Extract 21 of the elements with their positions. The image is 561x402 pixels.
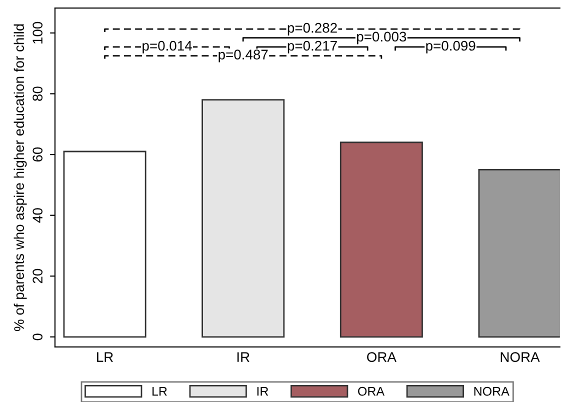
y-tick-label: 100 bbox=[32, 22, 43, 44]
legend-label: LR bbox=[152, 387, 167, 396]
x-tick-label: LR bbox=[97, 352, 114, 362]
annotation: p=0.099 bbox=[426, 40, 476, 54]
legend-label: ORA bbox=[358, 386, 385, 396]
y-tick-label: 40 bbox=[32, 208, 43, 223]
x-tick-label: IR bbox=[237, 352, 250, 362]
annotation: p=0.217 bbox=[288, 40, 337, 54]
y-axis-title: % of parents who aspire higher education for child bbox=[14, 24, 27, 332]
annotation: p=0.014 bbox=[142, 40, 192, 54]
y-tick-label: 60 bbox=[32, 147, 43, 162]
x-tick-label: NORA bbox=[500, 352, 540, 362]
y-tick-label: 0 bbox=[32, 334, 43, 340]
x-tick-label: ORA bbox=[367, 352, 396, 362]
y-tick-label: 80 bbox=[32, 86, 43, 101]
y-tick-label: 20 bbox=[32, 268, 43, 284]
annotation: p=0.487 bbox=[218, 50, 268, 62]
legend-label: NORA bbox=[474, 386, 510, 396]
annotation: p=0.282 bbox=[288, 22, 337, 36]
legend-label: IR bbox=[257, 387, 268, 396]
annotation: p=0.003 bbox=[357, 32, 406, 44]
